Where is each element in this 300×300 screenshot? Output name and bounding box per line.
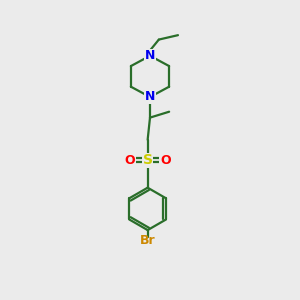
Text: S: S bbox=[142, 153, 153, 167]
Text: Br: Br bbox=[140, 234, 155, 247]
Text: N: N bbox=[145, 91, 155, 103]
Text: O: O bbox=[125, 154, 135, 167]
Text: N: N bbox=[145, 49, 155, 62]
Text: O: O bbox=[160, 154, 171, 167]
